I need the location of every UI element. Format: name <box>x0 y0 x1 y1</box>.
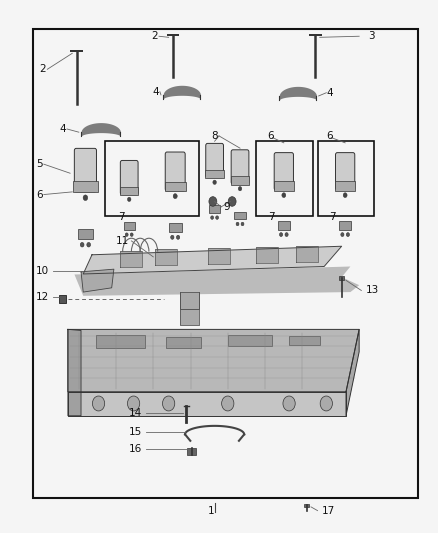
Bar <box>274 181 294 191</box>
Circle shape <box>241 222 244 225</box>
Circle shape <box>130 233 133 236</box>
Polygon shape <box>155 249 177 265</box>
Bar <box>166 337 201 348</box>
Polygon shape <box>346 329 359 416</box>
Bar <box>228 335 272 346</box>
Bar <box>205 170 224 178</box>
Polygon shape <box>120 251 142 266</box>
Text: 7: 7 <box>268 213 275 222</box>
Circle shape <box>125 233 128 236</box>
Circle shape <box>92 396 105 411</box>
Bar <box>339 276 344 280</box>
Text: 6: 6 <box>268 131 274 141</box>
Circle shape <box>171 235 174 239</box>
Text: 14: 14 <box>129 408 142 418</box>
FancyBboxPatch shape <box>120 160 138 195</box>
Text: 3: 3 <box>368 31 374 41</box>
Text: 11: 11 <box>116 236 129 246</box>
Text: 7: 7 <box>329 213 336 222</box>
Circle shape <box>343 193 347 198</box>
Circle shape <box>211 216 214 219</box>
Polygon shape <box>296 246 318 262</box>
Text: 13: 13 <box>366 286 379 295</box>
Polygon shape <box>180 292 199 325</box>
Bar <box>335 181 355 191</box>
Circle shape <box>238 187 242 191</box>
Bar <box>231 176 249 184</box>
Circle shape <box>127 396 140 411</box>
Polygon shape <box>74 266 359 296</box>
Text: 16: 16 <box>129 445 142 454</box>
Polygon shape <box>83 246 342 274</box>
Circle shape <box>346 233 350 237</box>
Text: 10: 10 <box>36 266 49 276</box>
Bar <box>339 221 351 230</box>
Bar <box>33 29 418 498</box>
Bar <box>165 182 186 191</box>
Text: 7: 7 <box>118 213 125 222</box>
Bar <box>78 229 93 239</box>
Text: 9: 9 <box>223 202 230 212</box>
Circle shape <box>236 222 239 225</box>
Bar <box>209 205 220 213</box>
Text: 12: 12 <box>36 293 49 302</box>
Text: 4: 4 <box>59 124 66 134</box>
Bar <box>96 335 145 348</box>
Circle shape <box>213 180 216 184</box>
Circle shape <box>320 396 332 411</box>
Circle shape <box>341 233 344 237</box>
Text: 6: 6 <box>36 190 42 199</box>
Circle shape <box>215 216 219 219</box>
Text: 6: 6 <box>326 131 333 141</box>
Bar <box>256 141 313 216</box>
Bar <box>124 222 135 230</box>
Bar <box>169 223 182 232</box>
Circle shape <box>173 193 177 199</box>
Bar <box>73 181 98 192</box>
Text: 4: 4 <box>326 88 333 98</box>
Circle shape <box>162 396 175 411</box>
Bar <box>304 504 309 507</box>
Text: 4: 4 <box>152 87 159 96</box>
FancyBboxPatch shape <box>231 150 249 184</box>
Text: 5: 5 <box>36 159 42 169</box>
Circle shape <box>209 197 217 206</box>
Circle shape <box>285 233 288 237</box>
Bar <box>105 141 199 216</box>
FancyBboxPatch shape <box>165 152 185 191</box>
Bar <box>120 187 138 195</box>
Circle shape <box>127 197 131 201</box>
FancyBboxPatch shape <box>274 152 293 190</box>
Polygon shape <box>68 329 81 416</box>
Circle shape <box>87 243 91 247</box>
Polygon shape <box>256 247 278 263</box>
Circle shape <box>177 235 180 239</box>
Bar <box>187 448 196 455</box>
Bar <box>234 212 246 220</box>
Text: 2: 2 <box>39 64 46 74</box>
Circle shape <box>283 396 295 411</box>
Bar <box>278 221 290 230</box>
Polygon shape <box>68 329 359 392</box>
Text: 15: 15 <box>129 427 142 437</box>
Circle shape <box>83 195 88 200</box>
Polygon shape <box>68 392 346 416</box>
Circle shape <box>228 197 236 206</box>
Text: 1: 1 <box>208 506 215 515</box>
Bar <box>289 336 320 345</box>
Circle shape <box>279 233 283 237</box>
Bar <box>318 141 374 216</box>
Polygon shape <box>208 248 230 264</box>
Text: 8: 8 <box>211 131 218 141</box>
Polygon shape <box>81 269 114 292</box>
Bar <box>59 295 66 303</box>
Text: 17: 17 <box>322 506 335 515</box>
Circle shape <box>80 243 84 247</box>
FancyBboxPatch shape <box>206 143 223 177</box>
FancyBboxPatch shape <box>74 148 96 192</box>
Circle shape <box>282 193 286 198</box>
Text: 2: 2 <box>151 31 158 41</box>
FancyBboxPatch shape <box>336 152 355 190</box>
Circle shape <box>222 396 234 411</box>
